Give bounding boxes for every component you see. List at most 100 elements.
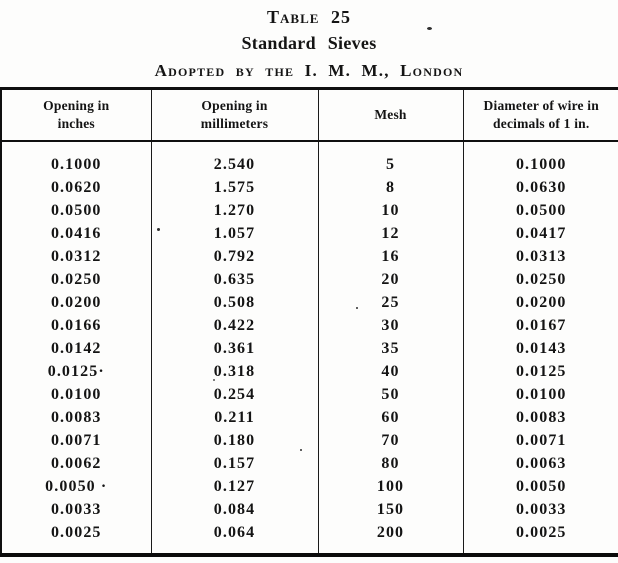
table-body: 0.1000 2.540 5 0.1000 0.0620 1.575 8 0.0…: [1, 141, 618, 555]
cell-wire-diameter: 0.0143: [515, 340, 567, 357]
table-row: 0.0125· 0.318 40 0.0125: [1, 360, 618, 383]
table-row: 0.0033 0.084 150 0.0033: [1, 498, 618, 521]
standard-sieves-table: Opening in inches Opening in millimeters…: [0, 87, 618, 557]
table-row: 0.0142 0.361 35 0.0143: [1, 337, 618, 360]
cell-opening-millimeters: 1.575: [151, 176, 319, 199]
table-number: Table 25: [267, 7, 351, 27]
cell-mesh: 20: [318, 268, 464, 291]
cell-wire-diameter: 0.0063: [515, 455, 567, 472]
cell-wire-diameter: 0.0313: [515, 248, 567, 265]
cell-wire-diameter: 0.1000: [515, 156, 567, 173]
cell-wire-diameter: 0.0250: [515, 271, 567, 288]
col-header-mesh: Mesh: [318, 88, 464, 142]
cell-mesh: 8: [318, 176, 464, 199]
col-header-wire-diameter: Diameter of wire in decimals of 1 in.: [463, 88, 618, 142]
cell-mesh: 100: [318, 475, 464, 498]
cell-opening-millimeters: 0.422: [151, 314, 319, 337]
cell-opening-millimeters: 0.211: [151, 406, 319, 429]
table-heading: Table 25 Standard Sieves Adopted by the …: [0, 0, 618, 84]
cell-opening-inches: 0.0500: [1, 199, 152, 222]
cell-opening-inches: 0.0033: [1, 498, 152, 521]
table-row: 0.0166 0.422 30 0.0167: [1, 314, 618, 337]
cell-opening-inches: 0.0200: [1, 291, 152, 314]
cell-wire-diameter: 0.0417: [515, 225, 567, 242]
cell-mesh: 150: [318, 498, 464, 521]
col-header-opening-millimeters: Opening in millimeters: [151, 88, 319, 142]
table-row: 0.0062 0.157 80 0.0063: [1, 452, 618, 475]
cell-wire-diameter: 0.0025: [515, 524, 567, 541]
cell-wire-diameter: 0.0630: [515, 179, 567, 196]
scan-speck: [300, 449, 302, 451]
cell-mesh: 5: [318, 141, 464, 176]
cell-opening-millimeters: 0.508: [151, 291, 319, 314]
scan-speck: [157, 228, 160, 231]
cell-mesh: 12: [318, 222, 464, 245]
table-subtitle: Adopted by the I. M. M., London: [154, 61, 464, 80]
cell-opening-inches: 0.1000: [1, 141, 152, 176]
cell-opening-millimeters: 0.318: [151, 360, 319, 383]
cell-mesh: 80: [318, 452, 464, 475]
cell-mesh: 35: [318, 337, 464, 360]
cell-mesh: 50: [318, 383, 464, 406]
cell-opening-millimeters: 0.157: [151, 452, 319, 475]
cell-opening-millimeters: 0.064: [151, 521, 319, 555]
cell-mesh: 10: [318, 199, 464, 222]
scan-speck: [356, 307, 358, 309]
cell-wire-diameter: 0.0071: [515, 432, 567, 449]
table-row: 0.0250 0.635 20 0.0250: [1, 268, 618, 291]
scan-speck: [213, 379, 215, 381]
cell-opening-millimeters: 2.540: [151, 141, 319, 176]
table-row: 0.0620 1.575 8 0.0630: [1, 176, 618, 199]
cell-wire-diameter: 0.0050: [515, 478, 567, 495]
table-row: 0.0100 0.254 50 0.0100: [1, 383, 618, 406]
cell-opening-inches: 0.0250: [1, 268, 152, 291]
cell-opening-inches: 0.0620: [1, 176, 152, 199]
cell-opening-millimeters: 0.180: [151, 429, 319, 452]
table-row: 0.0200 0.508 25 0.0200: [1, 291, 618, 314]
table-row: 0.0083 0.211 60 0.0083: [1, 406, 618, 429]
table-header-row: Opening in inches Opening in millimeters…: [1, 88, 618, 142]
table-row: 0.0500 1.270 10 0.0500: [1, 199, 618, 222]
cell-mesh: 25: [318, 291, 464, 314]
cell-wire-diameter: 0.0200: [515, 294, 567, 311]
table-row: 0.0312 0.792 16 0.0313: [1, 245, 618, 268]
cell-opening-millimeters: 0.127: [151, 475, 319, 498]
cell-wire-diameter: 0.0100: [515, 386, 567, 403]
table-title: Standard Sieves: [241, 33, 377, 53]
scan-speck: [427, 27, 432, 30]
cell-wire-diameter: 0.0125: [515, 363, 567, 380]
cell-opening-inches: 0.0125·: [1, 360, 152, 383]
col-header-opening-inches: Opening in inches: [1, 88, 152, 142]
cell-opening-millimeters: 0.361: [151, 337, 319, 360]
cell-mesh: 40: [318, 360, 464, 383]
table-row: 0.0050 · 0.127 100 0.0050: [1, 475, 618, 498]
cell-opening-inches: 0.0312: [1, 245, 152, 268]
cell-opening-millimeters: 0.084: [151, 498, 319, 521]
cell-mesh: 60: [318, 406, 464, 429]
cell-opening-inches: 0.0166: [1, 314, 152, 337]
cell-wire-diameter: 0.0167: [515, 317, 567, 334]
cell-opening-inches: 0.0071: [1, 429, 152, 452]
cell-opening-inches: 0.0083: [1, 406, 152, 429]
cell-wire-diameter: 0.0083: [515, 409, 567, 426]
table-row: 0.0025 0.064 200 0.0025: [1, 521, 618, 555]
cell-mesh: 16: [318, 245, 464, 268]
cell-opening-inches: 0.0100: [1, 383, 152, 406]
cell-opening-inches: 0.0062: [1, 452, 152, 475]
table-row: 0.0416 1.057 12 0.0417: [1, 222, 618, 245]
cell-opening-inches: 0.0416: [1, 222, 152, 245]
cell-opening-millimeters: 0.792: [151, 245, 319, 268]
cell-wire-diameter: 0.0033: [515, 501, 567, 518]
cell-opening-millimeters: 1.057: [151, 222, 319, 245]
cell-wire-diameter: 0.0500: [515, 202, 567, 219]
cell-opening-inches: 0.0025: [1, 521, 152, 555]
cell-opening-millimeters: 0.635: [151, 268, 319, 291]
scan-speck: [97, 391, 99, 393]
cell-opening-millimeters: 0.254: [151, 383, 319, 406]
cell-opening-inches: 0.0050 ·: [1, 475, 152, 498]
cell-mesh: 70: [318, 429, 464, 452]
cell-opening-millimeters: 1.270: [151, 199, 319, 222]
cell-opening-inches: 0.0142: [1, 337, 152, 360]
table-row: 0.1000 2.540 5 0.1000: [1, 141, 618, 176]
